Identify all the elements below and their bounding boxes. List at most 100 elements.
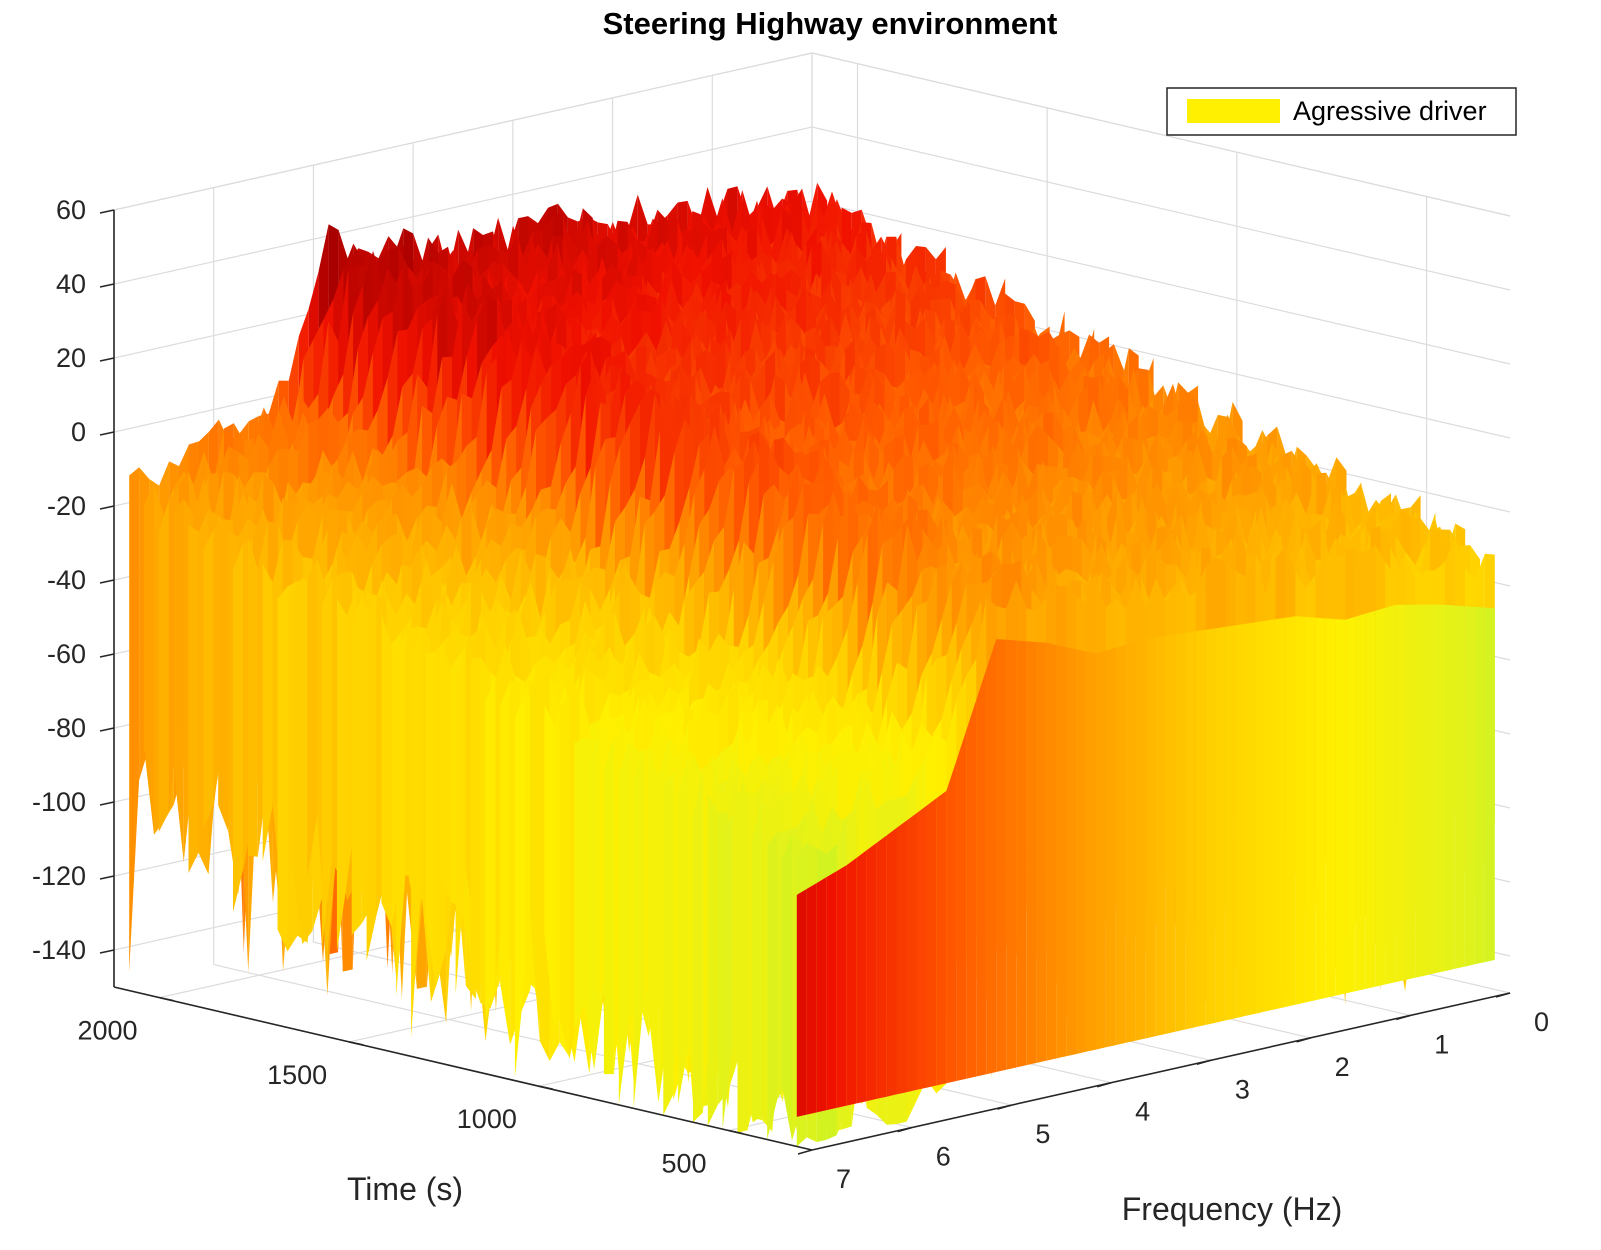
- surface-cell: [826, 871, 837, 1111]
- surface-cell: [1125, 641, 1136, 1043]
- chart-title: Steering Highway environment: [603, 6, 1058, 41]
- surface-cell: [1096, 650, 1106, 1050]
- surface-cell: [1135, 638, 1146, 1041]
- surface-cell: [1155, 635, 1166, 1037]
- surface-cell: [559, 694, 570, 1060]
- x-tick-label: 2000: [77, 1016, 137, 1046]
- grid-line: [113, 126, 813, 285]
- surface-cell: [886, 828, 897, 1097]
- surface-cell: [1145, 637, 1156, 1039]
- surface-cell: [1026, 641, 1037, 1066]
- surface-cell: [1415, 604, 1425, 978]
- z-tick: [99, 505, 115, 510]
- grid-line: [811, 126, 1511, 291]
- surface-cell: [1355, 613, 1366, 992]
- grid-line: [811, 200, 1511, 365]
- surface-cell: [158, 500, 169, 832]
- y-tick: [1196, 1059, 1212, 1066]
- surface-cell: [966, 699, 977, 1079]
- surface-cell: [996, 639, 1007, 1072]
- y-tick-label: 7: [836, 1164, 851, 1194]
- legend-swatch: [1187, 99, 1280, 123]
- surface-cell: [396, 631, 407, 997]
- axis-lines: [99, 209, 1511, 1155]
- y-tick-label: 0: [1534, 1007, 1549, 1037]
- surface-cell: [440, 643, 451, 903]
- surface-cell: [1205, 628, 1216, 1025]
- surface-cell: [1445, 604, 1455, 972]
- surface-cell: [262, 563, 273, 862]
- surface-cell: [1345, 616, 1356, 994]
- surface-cell: [277, 586, 288, 952]
- surface-cell: [816, 877, 827, 1113]
- surface-cell: [1006, 639, 1017, 1070]
- surface-cell: [752, 800, 763, 1121]
- x-tick-label: 1000: [457, 1104, 517, 1134]
- surface-cell: [946, 760, 957, 1084]
- tick-labels: 6040200-20-40-60-80-100-120-140500100015…: [32, 195, 1549, 1194]
- surface-cell: [336, 599, 347, 952]
- surface-cell: [1255, 620, 1266, 1014]
- y-axis-line: [811, 992, 1511, 1151]
- z-tick: [99, 727, 115, 732]
- surface-cell: [1175, 632, 1186, 1032]
- surface-cell: [233, 543, 243, 913]
- z-tick-label: -120: [32, 861, 86, 891]
- surface-cell: [618, 740, 629, 1105]
- surface-cell: [866, 842, 877, 1102]
- surface-cell: [846, 857, 857, 1106]
- y-tick-label: 2: [1335, 1052, 1350, 1082]
- z-tick-label: 20: [56, 343, 86, 373]
- surface-cell: [916, 805, 927, 1090]
- surface-cell: [1105, 647, 1116, 1048]
- surface-cell: [1405, 604, 1416, 980]
- surface-cell: [782, 834, 792, 1141]
- surface-cell: [173, 498, 184, 863]
- surface-cell: [1375, 607, 1386, 987]
- grid-line: [113, 52, 813, 211]
- surface-cell: [218, 526, 229, 832]
- surface-cell: [203, 530, 214, 829]
- y-tick-label: 4: [1135, 1097, 1150, 1127]
- surface-cell: [574, 737, 585, 1031]
- surface-cell: [707, 793, 718, 1126]
- surface-cell: [544, 704, 555, 1030]
- surface-cell: [1046, 642, 1057, 1061]
- z-tick-label: -60: [47, 639, 86, 669]
- surface-cell: [1454, 605, 1465, 969]
- surface-cell: [1305, 616, 1316, 1003]
- z-tick: [99, 653, 115, 658]
- surface-cell: [806, 883, 817, 1115]
- y-tick-label: 3: [1235, 1074, 1250, 1104]
- surface-cell: [366, 595, 377, 961]
- surface-cell: [1335, 619, 1346, 996]
- legend: Agressive driver: [1166, 87, 1517, 136]
- surface-cell: [1395, 604, 1406, 983]
- z-tick-label: -100: [32, 787, 86, 817]
- surface-mesh: [129, 182, 1495, 1147]
- surface-cell: [247, 537, 258, 857]
- surface-cell: [411, 627, 421, 1038]
- surface-cell: [144, 484, 154, 835]
- surface-cell: [1195, 629, 1206, 1028]
- surface-cell: [1265, 619, 1276, 1012]
- legend-label: Agressive driver: [1293, 96, 1487, 126]
- surface-cell: [589, 738, 600, 1026]
- surface-cell: [856, 850, 867, 1104]
- surface-cell: [470, 656, 481, 1003]
- surface-cell: [796, 888, 807, 1117]
- surface-cell: [425, 651, 436, 987]
- surface-cell: [307, 558, 318, 879]
- z-tick: [99, 209, 115, 214]
- z-tick-label: 0: [71, 417, 86, 447]
- surface-cell: [956, 730, 967, 1081]
- surface-cell: [1165, 634, 1176, 1034]
- surface-cell: [1474, 606, 1485, 965]
- y-tick-label: 5: [1035, 1119, 1050, 1149]
- surface-cell: [678, 756, 689, 1104]
- grid-line: [811, 52, 1511, 217]
- surface-cell: [906, 813, 917, 1093]
- surface-cell: [876, 835, 887, 1099]
- y-axis-title: Frequency (Hz): [1122, 1191, 1343, 1227]
- surface-cell: [351, 595, 362, 936]
